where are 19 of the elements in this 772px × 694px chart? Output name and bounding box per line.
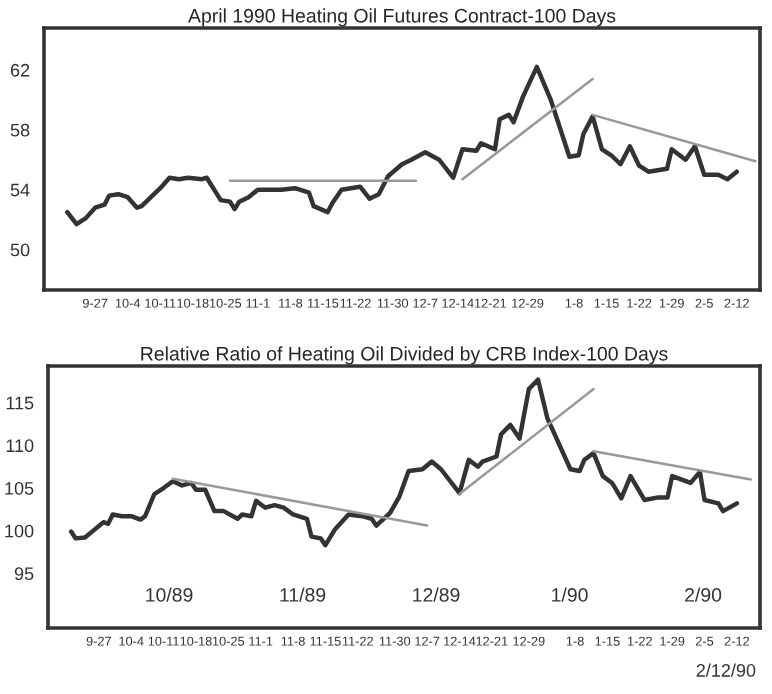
- y-tick-label: 105: [5, 481, 34, 495]
- annotation: 10/89: [146, 587, 193, 602]
- annotation: 1/90: [552, 587, 588, 602]
- text: 2/12/90: [696, 663, 756, 677]
- y-tick-label: 58: [10, 123, 30, 137]
- y-tick-label: 100: [5, 524, 34, 538]
- annotation: 11/89: [280, 587, 326, 602]
- line-series: [68, 377, 740, 548]
- y-tick-label: 95: [14, 567, 34, 581]
- chart-title: April 1990 Heating Oil Futures Contract-100 Days: [188, 8, 616, 27]
- chart-title: Relative Ratio of Heating Oil Divided by CRB Index-100 Days: [141, 346, 668, 365]
- annotation: 2/90: [685, 587, 722, 602]
- y-tick-label: 62: [10, 63, 30, 77]
- y-tick-label: 110: [6, 439, 34, 453]
- y-tick-label: 50: [10, 243, 30, 257]
- y-tick-label: 115: [6, 396, 34, 410]
- annotation: 12/89: [413, 587, 460, 602]
- y-tick-label: 54: [10, 183, 30, 197]
- line-series: [65, 64, 739, 227]
